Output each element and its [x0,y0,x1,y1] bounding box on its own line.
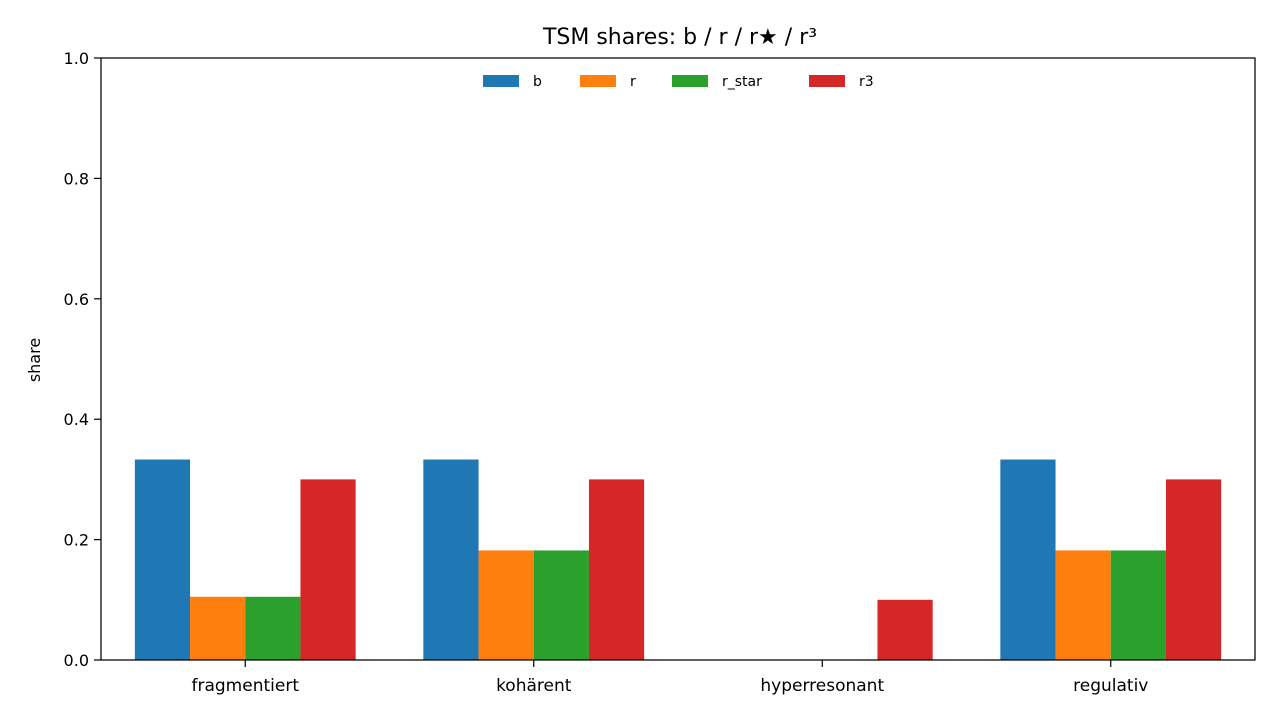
legend-label: r_star [722,74,762,90]
y-tick-label: 0.4 [64,410,89,429]
legend-label: r3 [859,74,874,90]
bar-r3-2 [877,599,933,660]
legend-swatch [809,75,845,87]
y-axis-label: share [25,338,44,382]
legend-label: r [630,74,636,90]
x-tick-label: regulativ [1073,676,1148,696]
plot-frame [100,57,1256,661]
chart-title: TSM shares: b / r / r★ / r³ [542,25,817,50]
bar-r3-3 [1165,479,1222,660]
legend-swatch [580,75,616,87]
bar-r-3 [1055,550,1111,660]
bar-r3-0 [300,479,356,660]
y-tick-label: 0.6 [64,290,89,309]
legend-swatch [672,75,708,87]
bar-b-0 [134,459,191,660]
legend-item-r: r [580,74,636,90]
legend-swatch [483,75,519,87]
bar-r3-1 [588,479,645,660]
legend-item-b: b [483,74,542,90]
y-tick-label: 0.8 [64,169,89,188]
y-tick-label: 0.2 [64,531,89,550]
x-tick-label: hyperresonant [760,676,884,696]
plot-area: 0.0 0.2 0.4 0.6 0.8 1.0 fragmentiert kohärent hy… [64,49,1256,696]
bar-r-1 [478,550,534,660]
legend-item-r3: r3 [809,74,874,90]
y-tick-label: 1.0 [64,49,89,68]
bar-r-0 [190,596,246,660]
bar-b-1 [423,459,479,660]
x-tick-label: kohärent [496,676,572,696]
bar-r_star-1 [533,550,589,660]
bar-r_star-0 [245,596,301,660]
bar-r_star-3 [1110,550,1166,660]
legend: b r r_star r3 [483,74,874,90]
legend-label: b [533,74,542,90]
legend-item-r_star: r_star [672,74,762,90]
x-tick-label: fragmentiert [192,676,300,696]
bar-b-3 [1000,459,1056,660]
y-tick-label: 0.0 [64,651,89,670]
